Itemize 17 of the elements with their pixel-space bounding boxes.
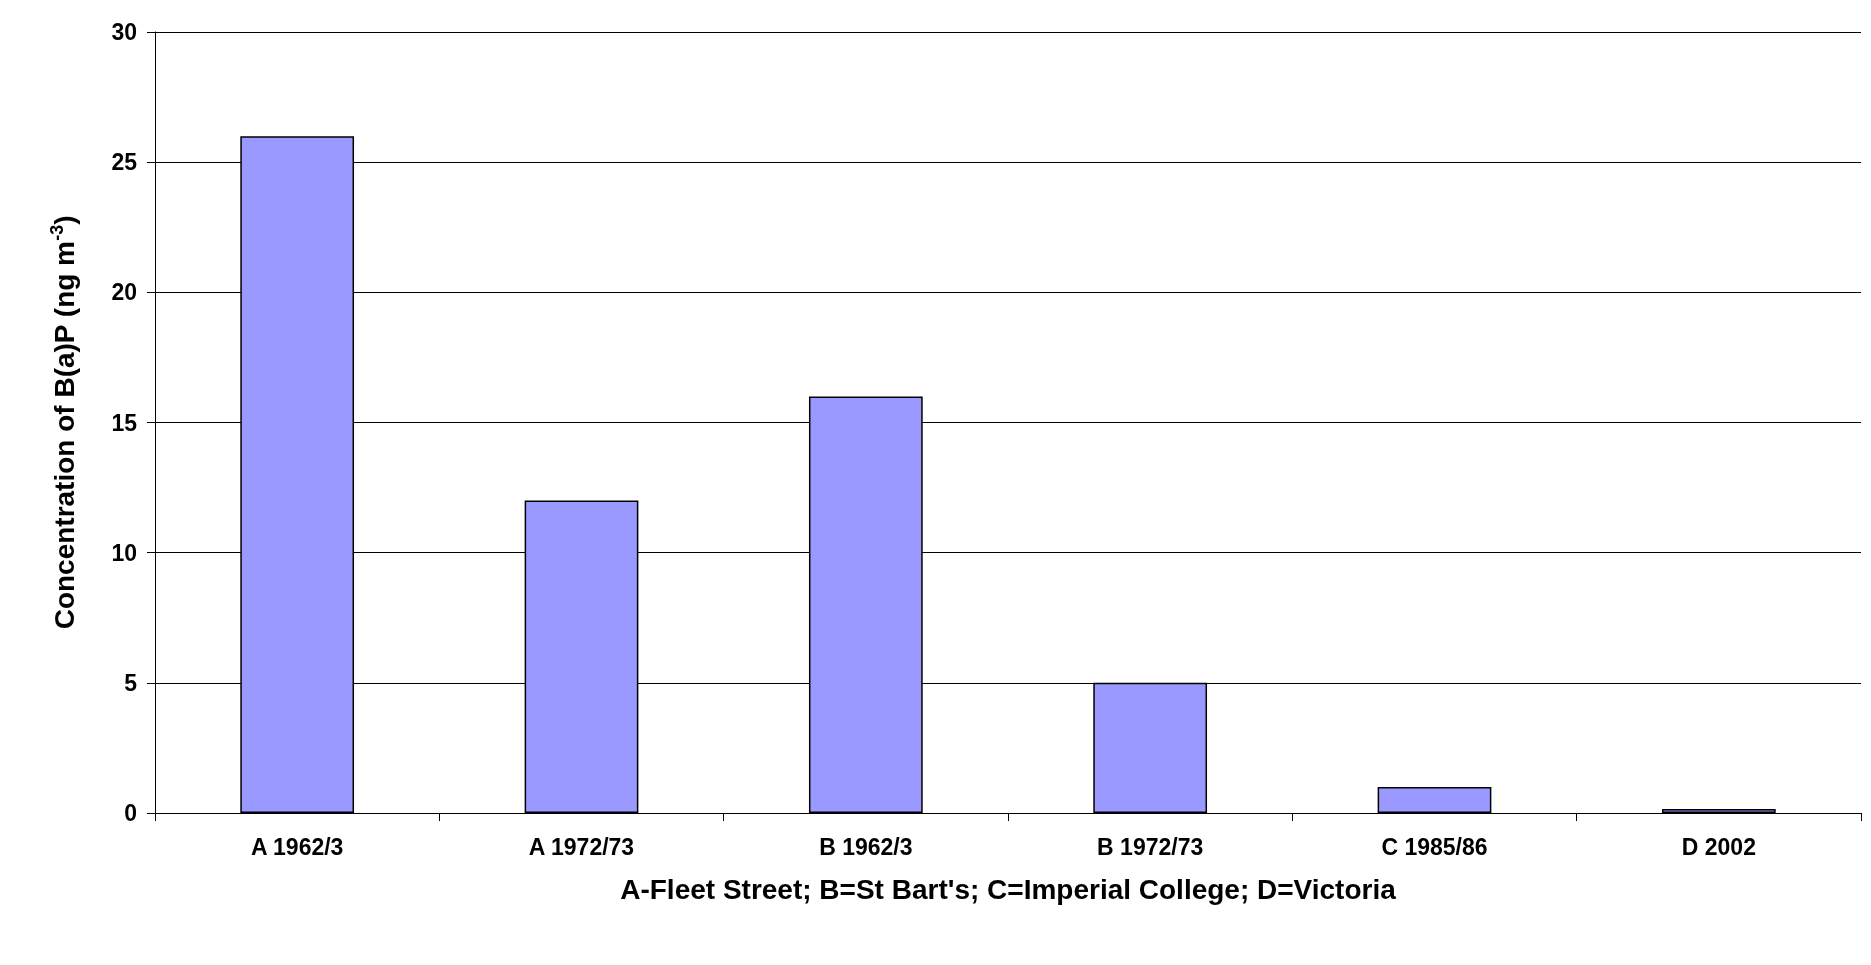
x-axis-title: A-Fleet Street; B=St Bart's; C=Imperial College; D=Victoria [620,873,1397,905]
y-tick-label: 25 [111,149,138,176]
y-tick-label: 30 [111,19,137,45]
bar [1377,786,1492,813]
x-tick-label: B 1962/3 [819,833,913,860]
x-tick-label: C 1985/86 [1381,833,1488,860]
y-tick-label: 5 [124,669,138,696]
y-tick-label: 10 [111,539,137,566]
x-tick-label: B 1972/73 [1097,833,1204,860]
x-tick-label: A 1962/3 [250,833,344,860]
y-axis-title: Concentration of B(a)P (ng m-3) [47,215,80,630]
y-tick-label: 20 [111,279,137,306]
x-tick-label: D 2002 [1681,833,1756,860]
y-tick-label: 15 [111,409,138,436]
bar [1661,809,1776,813]
y-tick-label: 0 [124,800,137,826]
x-tick-label: A 1972/73 [528,833,635,860]
